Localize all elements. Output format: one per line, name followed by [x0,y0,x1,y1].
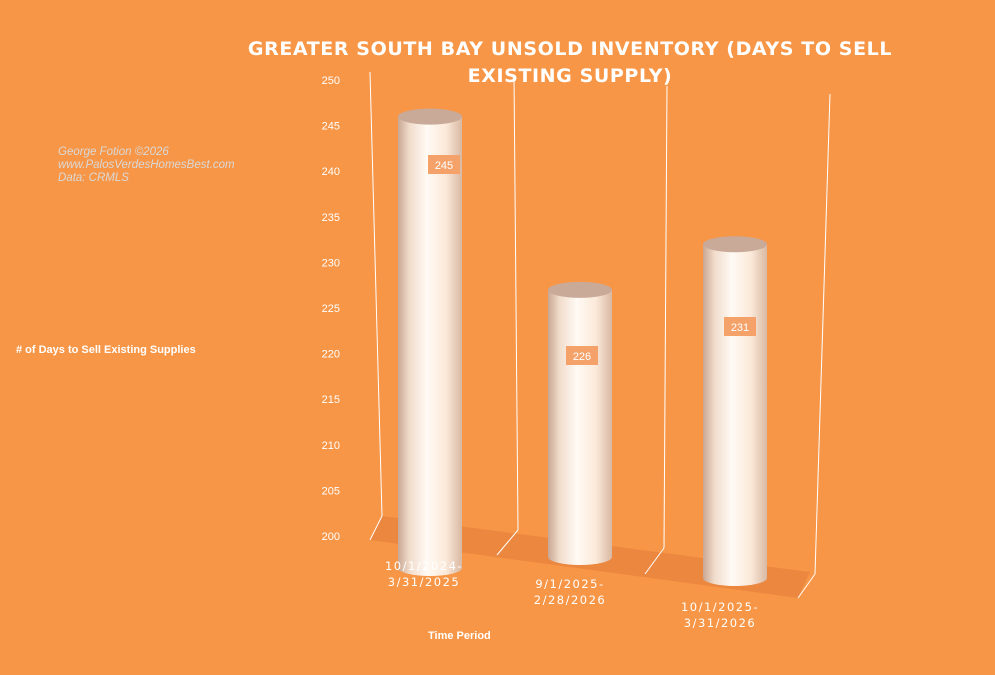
watermark: George Fotion ©2026 www.PalosVerdesHomes… [58,146,235,185]
bar-3: 231 [703,236,767,586]
bar-body [398,116,462,576]
data-label-box [724,317,756,336]
y-tick-label: 250 [322,75,340,87]
data-label-box [428,155,460,174]
y-tick-label: 215 [322,394,340,406]
bar-2: 226 [548,281,612,565]
category-label: 10/1/2024- 3/31/2025 [385,559,463,589]
bar-top-cap [548,281,612,298]
category-label-line: 3/31/2026 [684,616,756,630]
floor-edge-line [496,529,519,556]
bar-top-cap [703,236,767,253]
category-label-line: 9/1/2025- [535,577,604,591]
y-tick-label: 205 [322,485,340,497]
bar-body [548,289,612,565]
data-label-box [566,346,598,365]
y-tick-label: 220 [322,349,340,361]
y-tick-label: 245 [322,121,340,133]
wall-line [513,75,519,531]
y-tick-label: 225 [322,303,340,315]
data-label: 226 [573,351,591,363]
category-label-line: 3/31/2025 [388,575,460,589]
y-tick-label: 240 [322,166,340,178]
category-label-line: 10/1/2025- [681,600,759,614]
category-label: 10/1/2025- 3/31/2026 [681,600,759,630]
watermark-website: www.PalosVerdesHomesBest.com [58,159,235,171]
watermark-author: George Fotion ©2026 [58,146,169,158]
wall-line [369,71,383,517]
category-label: 9/1/2025- 2/28/2026 [534,577,606,607]
y-axis-label: # of Days to Sell Existing Supplies [16,344,196,356]
x-axis-label: Time Period [428,630,491,642]
category-label-line: 10/1/2024- [385,559,463,573]
y-axis-ticks: 200 205 210 215 220 225 230 235 240 245 250 [322,75,340,543]
bar-body [703,244,767,586]
chart-wall-lines [369,71,831,599]
data-label: 231 [731,322,749,334]
category-label-line: 2/28/2026 [534,593,606,607]
floor-edge-line [644,547,665,575]
y-tick-label: 200 [322,531,340,543]
watermark-source: Data: CRMLS [58,172,129,184]
floor-edge-line [369,515,383,541]
floor-edge-line [797,573,816,599]
y-tick-label: 210 [322,440,340,452]
y-tick-label: 235 [322,212,340,224]
y-tick-label: 230 [322,257,340,269]
x-axis-categories: 10/1/2024- 3/31/2025 9/1/2025- 2/28/2026 10/… [385,559,759,630]
wall-line [814,93,831,575]
bar-top-cap [398,108,462,125]
data-label: 245 [435,160,453,172]
chart-title: GREATER SOUTH BAY UNSOLD INVENTORY (DAYS… [247,38,893,87]
bars: 245 226 231 [398,108,767,586]
wall-line [663,85,668,549]
bar-1: 245 [398,108,462,576]
